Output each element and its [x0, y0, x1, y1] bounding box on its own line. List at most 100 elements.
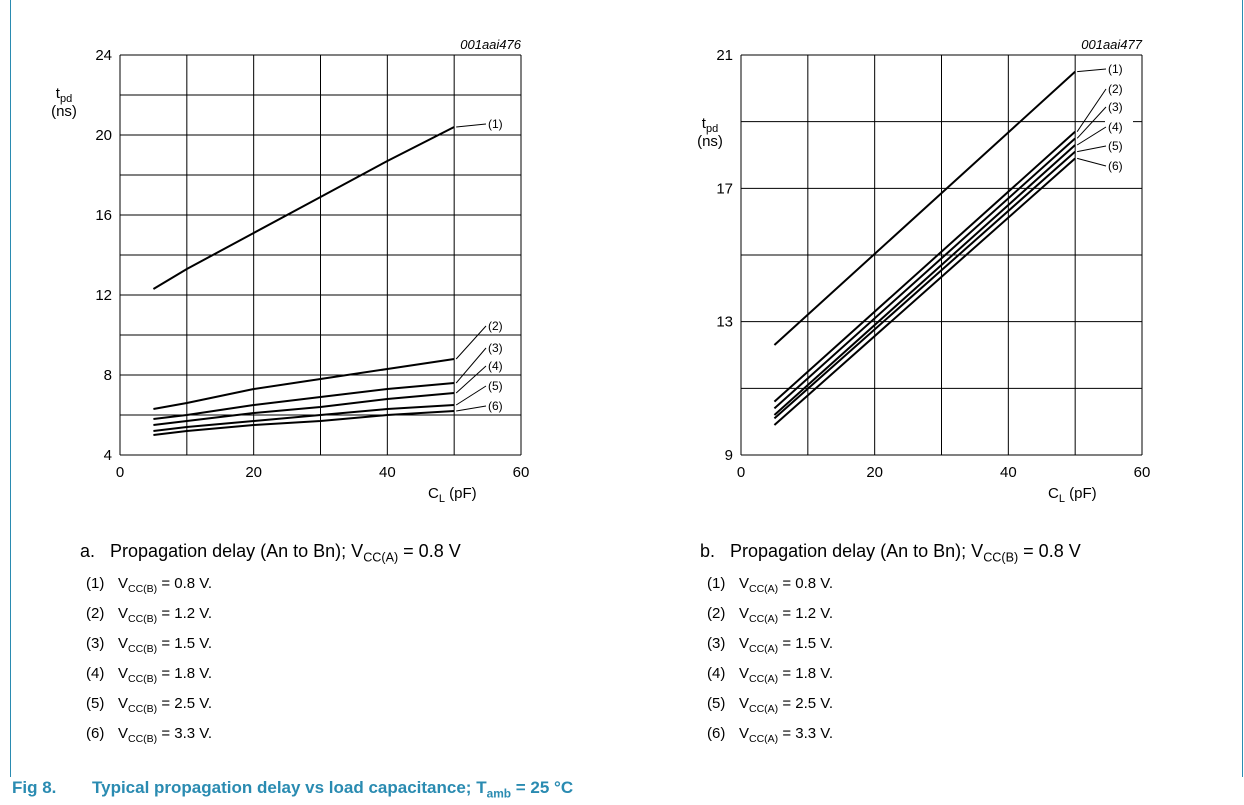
legend-subscript: CC(A) [749, 703, 779, 715]
legend-number: (2) [707, 605, 726, 622]
figure-id-label: 001aai477 [1081, 37, 1142, 52]
caption-left-text: Propagation delay (An to Bn); V [110, 541, 364, 561]
label-background [1105, 121, 1133, 135]
legend-number: (3) [86, 635, 105, 652]
series-label-1: (1) [1108, 62, 1123, 76]
legend-symbol: V [118, 575, 129, 592]
x-axis-label-sub: L [439, 493, 445, 505]
x-tick-label: 40 [379, 464, 396, 481]
y-tick-label: 16 [95, 207, 112, 224]
x-axis-label-unit: (pF) [445, 485, 477, 502]
label-background [1105, 83, 1133, 97]
figure-title: Typical propagation delay vs load capaci… [92, 778, 487, 797]
chart-1: 0 20 40 60 4 8 12 16 20 24 001aai476 tpd(ns) CL (pF)… [51, 37, 529, 505]
caption-left: a. Propagation delay (An to Bn); VCC(A) … [80, 541, 461, 565]
legend-value: = 1.2 V. [778, 605, 834, 622]
legend-left-item-6: (6) VCC(B) = 3.3 V. [86, 725, 212, 745]
y-tick-label: 4 [104, 447, 112, 464]
legend-symbol: V [118, 725, 129, 742]
legend-number: (5) [707, 695, 726, 712]
legend-left-item-1: (1) VCC(B) = 0.8 V. [86, 575, 212, 595]
series-leader-1 [456, 123, 487, 128]
y-axis-label: tpd [56, 85, 72, 105]
series-line-2 [153, 358, 455, 410]
series-line-5 [773, 150, 1076, 420]
series-leader-3 [455, 347, 487, 384]
y-axis-label-main: t [702, 115, 707, 132]
legend-symbol: V [739, 665, 750, 682]
legend-value: = 3.3 V. [157, 725, 213, 742]
legend-number: (5) [86, 695, 105, 712]
series-line-2 [773, 130, 1076, 403]
caption-left-prefix: a. [80, 541, 96, 561]
series-leader-4 [1076, 126, 1107, 146]
legend-right-item-2: (2) VCC(A) = 1.2 V. [707, 605, 833, 625]
legend-number: (4) [86, 665, 105, 682]
legend-symbol: V [739, 635, 750, 652]
series-line-4 [153, 392, 455, 426]
legend-left-item-2: (2) VCC(B) = 1.2 V. [86, 605, 212, 625]
caption-right: b. Propagation delay (An to Bn); VCC(B) … [700, 541, 1081, 565]
legend-value: = 1.2 V. [157, 605, 213, 622]
legend-value: = 1.8 V. [778, 665, 834, 682]
series-leader-2 [455, 325, 487, 360]
legend-symbol: V [118, 695, 129, 712]
x-axis-label: CL (pF) [428, 485, 477, 505]
series-line-1 [773, 70, 1076, 346]
legend-number: (1) [707, 575, 726, 592]
label-background [1105, 160, 1133, 174]
caption-right-prefix: b. [700, 541, 716, 561]
y-tick-label: 9 [725, 447, 733, 464]
y-tick-label: 21 [716, 47, 733, 64]
label-background [485, 360, 513, 374]
legend-subscript: CC(A) [749, 643, 779, 655]
legend-subscript: CC(B) [128, 673, 158, 685]
legend-value: = 0.8 V. [157, 575, 213, 592]
series-leader-3 [1076, 106, 1107, 139]
label-background [485, 400, 513, 414]
label-background [1105, 63, 1133, 77]
legend-subscript: CC(A) [749, 613, 779, 625]
series-line-5 [153, 404, 455, 432]
legend-number: (6) [707, 725, 726, 742]
legend-value: = 0.8 V. [778, 575, 834, 592]
legend-number: (1) [86, 575, 105, 592]
series-leader-5 [455, 385, 487, 406]
series-leader-6 [1077, 157, 1107, 167]
legend-subscript: CC(A) [749, 583, 779, 595]
y-tick-label: 20 [95, 127, 112, 144]
legend-subscript: CC(B) [128, 613, 158, 625]
legend-symbol: V [739, 575, 750, 592]
series-label-6: (6) [1108, 159, 1123, 173]
y-tick-label: 8 [104, 367, 112, 384]
chart-2: 0 20 40 60 9 13 17 21 001aai477 tpd(ns) CL (pF) (1)… [697, 37, 1150, 505]
caption-left-sub: CC(A) [363, 550, 399, 565]
x-axis-label-unit: (pF) [1065, 485, 1097, 502]
legend-value: = 1.8 V. [157, 665, 213, 682]
x-axis-label-sub: L [1059, 493, 1065, 505]
series-label-3: (3) [488, 341, 503, 355]
legend-subscript: CC(A) [749, 673, 779, 685]
label-background [1105, 101, 1133, 115]
figure-title-suffix: = 25 °C [511, 778, 574, 797]
legend-left-item-5: (5) VCC(B) = 2.5 V. [86, 695, 212, 715]
legend-symbol: V [118, 605, 129, 622]
series-line-6 [153, 410, 455, 436]
x-tick-label: 60 [513, 464, 530, 481]
figure-id-label: 001aai476 [460, 37, 521, 52]
legend-value: = 2.5 V. [157, 695, 213, 712]
legend-right-item-5: (5) VCC(A) = 2.5 V. [707, 695, 833, 715]
legend-subscript: CC(A) [749, 733, 779, 745]
series-label-3: (3) [1108, 100, 1123, 114]
series-leader-1 [1077, 68, 1107, 73]
legend-right-item-6: (6) VCC(A) = 3.3 V. [707, 725, 833, 745]
caption-left-suffix: = 0.8 V [398, 541, 461, 561]
x-axis-label-main: C [428, 485, 439, 502]
legend-right-item-4: (4) VCC(A) = 1.8 V. [707, 665, 833, 685]
x-tick-label: 40 [1000, 464, 1017, 481]
x-tick-label: 0 [116, 464, 124, 481]
y-axis-label-sub: pd [706, 123, 718, 135]
caption-right-sub: CC(B) [983, 550, 1019, 565]
y-axis-unit: (ns) [51, 103, 77, 120]
legend-number: (3) [707, 635, 726, 652]
